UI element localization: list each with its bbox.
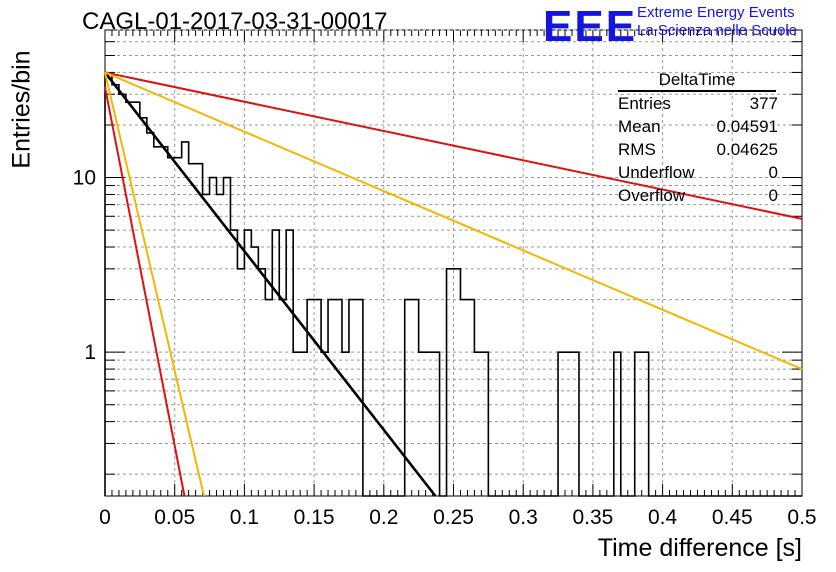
x-tick-label: 0 [99,506,111,529]
x-tick-label: 0.15 [294,506,335,529]
x-tick-label: 0.45 [712,506,753,529]
x-tick-label: 0.3 [509,506,538,529]
stats-box: DeltaTime Entries 377 Mean 0.04591 RMS 0.04… [610,70,778,207]
y-tick-label: 1 [84,341,96,364]
stats-row: Mean 0.04591 [610,115,778,138]
org-line-2: La Scienza nelle Scuole [637,22,798,39]
stats-row: Overflow 0 [610,184,778,207]
stats-value: 377 [749,94,778,113]
reference-line [104,71,803,370]
stats-label: RMS [618,140,656,159]
stats-row: RMS 0.04625 [610,138,778,161]
eee-logo: EEE [543,2,638,51]
stats-label: Overflow [618,186,686,205]
stats-value: 0 [768,163,778,182]
x-tick-label: 0.5 [787,506,816,529]
y-axis-label: Entries/bin [7,50,36,169]
reference-line [104,86,186,497]
org-name: Extreme Energy Events La Scienza nelle S… [637,4,797,40]
stats-value: 0 [768,186,778,205]
stats-title: DeltaTime [618,70,776,92]
stats-row: Entries 377 [610,92,778,115]
x-tick-label: 0.25 [433,506,474,529]
reference-line [104,71,803,220]
x-tick-label: 0.2 [369,506,398,529]
reference-line [104,72,205,497]
x-tick-label: 0.05 [154,506,195,529]
x-tick-label: 0.4 [648,506,678,529]
stats-value: 0.04591 [716,117,778,136]
chart-title: CAGL-01-2017-03-31-00017 [82,8,388,35]
org-line-1: Extreme Energy Events [637,4,795,21]
x-tick-label: 0.35 [572,506,613,529]
histogram [104,73,802,497]
stats-label: Mean [618,117,661,136]
stats-label: Entries [618,94,671,113]
stats-value: 0.04625 [716,140,778,159]
y-tick-label: 10 [73,167,96,190]
stats-label: Underflow [618,163,695,182]
stats-row: Underflow 0 [610,161,778,184]
fit-line [103,71,437,497]
x-axis-label: Time difference [s] [597,534,802,562]
x-tick-label: 0.1 [230,506,259,529]
